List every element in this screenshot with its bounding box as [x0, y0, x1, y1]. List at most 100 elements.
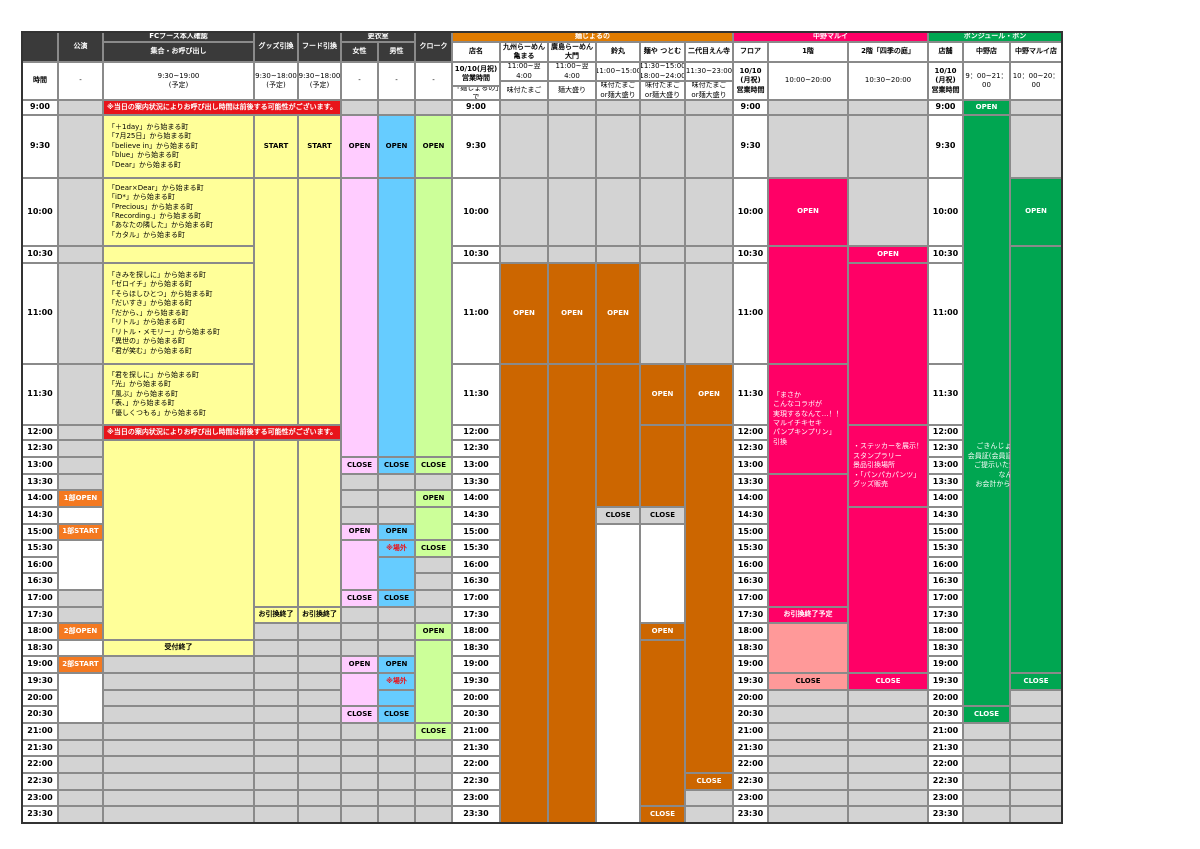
time-cell: 19:30: [733, 673, 768, 690]
hours-label: 時間: [22, 62, 58, 100]
schedule-block: 1部START: [58, 524, 103, 540]
empty-cell: [848, 115, 928, 178]
schedule-block: CLOSE: [596, 507, 640, 524]
schedule-fill: [341, 540, 378, 590]
empty-cell: [378, 756, 415, 773]
time-cell: 9:30: [928, 115, 963, 178]
empty-cell: [341, 474, 378, 490]
hours: 11:30~23:00: [685, 62, 733, 81]
schedule-fill: [415, 507, 452, 540]
hours: 9:30~19:00 (予定): [103, 62, 254, 100]
schedule-fill: [103, 246, 254, 263]
hours: -: [415, 62, 452, 100]
empty-cell: [415, 790, 452, 806]
time-cell: 18:30: [452, 640, 500, 656]
time-cell: 13:30: [452, 474, 500, 490]
schedule-block: CLOSE: [768, 673, 848, 690]
empty-cell: [378, 474, 415, 490]
empty-cell: [254, 806, 298, 823]
schedule-fill: [415, 640, 452, 723]
time-cell: 14:00: [22, 490, 58, 507]
section-title: 中野マルイ: [733, 32, 928, 42]
empty-cell: [415, 573, 452, 590]
empty-cell: [341, 490, 378, 507]
time-cell: 17:30: [22, 607, 58, 623]
hours: 9：00~21：00: [963, 62, 1010, 100]
schedule-fill: [254, 440, 298, 607]
time-cell: 20:00: [928, 690, 963, 706]
schedule-block: ※場外: [378, 540, 415, 557]
empty-cell: [254, 673, 298, 690]
schedule-fill: [596, 364, 640, 507]
time-cell: 11:30: [733, 364, 768, 425]
time-cell: 12:30: [22, 440, 58, 457]
empty-cell: [768, 756, 848, 773]
time-cell: 9:00: [733, 100, 768, 115]
schedule-fill: [500, 364, 548, 823]
empty-cell: [848, 706, 928, 723]
empty-cell: [58, 590, 103, 607]
time-cell: 15:30: [452, 540, 500, 557]
empty-cell: [768, 806, 848, 823]
time-cell: 18:00: [733, 623, 768, 640]
time-cell: 21:30: [452, 740, 500, 756]
empty-cell: [500, 246, 548, 263]
time-cell: 22:30: [928, 773, 963, 790]
schedule-fill: [768, 623, 848, 673]
time-cell: 12:30: [928, 440, 963, 457]
time-cell: 17:00: [452, 590, 500, 607]
schedule-block: お引換終了: [254, 607, 298, 623]
schedule-block: 「まさか こんなコラボが 実現するなんて…！！ マルイチキセキ パンプキンプリン…: [768, 364, 848, 474]
time-cell: 20:30: [733, 706, 768, 723]
empty-cell: [963, 773, 1010, 790]
empty-cell: [415, 773, 452, 790]
empty-cell: [848, 790, 928, 806]
empty-cell: [298, 656, 341, 673]
time-cell: 13:30: [22, 474, 58, 490]
time-cell: 14:00: [452, 490, 500, 507]
empty-cell: [963, 806, 1010, 823]
empty-cell: [103, 706, 254, 723]
time-cell: 10:30: [733, 246, 768, 263]
time-cell: 10:30: [22, 246, 58, 263]
time-cell: 14:00: [733, 490, 768, 507]
hours: 9:30~18:00 (予定): [298, 62, 341, 100]
time-cell: 18:30: [928, 640, 963, 656]
schedule-block: OPEN: [848, 246, 928, 263]
empty-cell: [415, 100, 452, 115]
schedule-block: OPEN: [415, 115, 452, 178]
empty-cell: [298, 723, 341, 740]
empty-cell: [298, 706, 341, 723]
schedule-block: お引換終了予定: [768, 607, 848, 623]
empty-cell: [58, 425, 103, 440]
empty-cell: [848, 756, 928, 773]
empty-cell: [341, 507, 378, 524]
time-cell: 16:30: [928, 573, 963, 590]
schedule-block: START: [298, 115, 341, 178]
perk: 麺大盛り: [548, 81, 596, 100]
empty-cell: [58, 263, 103, 364]
hours: 11:00~翌4:00: [548, 62, 596, 81]
empty-cell: [103, 756, 254, 773]
schedule-block: OPEN: [685, 364, 733, 425]
empty-cell: [58, 178, 103, 246]
group-header: 更衣室: [341, 32, 415, 42]
time-cell: 21:00: [928, 723, 963, 740]
perk: 味付たまご: [500, 81, 548, 100]
empty-cell: [378, 740, 415, 756]
empty-cell: [415, 740, 452, 756]
time-cell: 23:30: [928, 806, 963, 823]
empty-cell: [848, 690, 928, 706]
time-cell: 13:30: [928, 474, 963, 490]
section-title: ボンジュール・ボン: [928, 32, 1062, 42]
empty-cell: [963, 740, 1010, 756]
schedule-block: OPEN: [415, 490, 452, 507]
time-cell: 13:00: [733, 457, 768, 474]
schedule-block: OPEN: [378, 115, 415, 178]
empty-cell: [341, 100, 378, 115]
empty-cell: [1010, 706, 1062, 723]
schedule-block: 「きみを探しに」から始まる町 「ゼロイチ」から始まる町 「そらほしひとつ」から始…: [103, 263, 254, 364]
empty-cell: [1010, 740, 1062, 756]
time-cell: 19:30: [452, 673, 500, 690]
empty-cell: [341, 773, 378, 790]
